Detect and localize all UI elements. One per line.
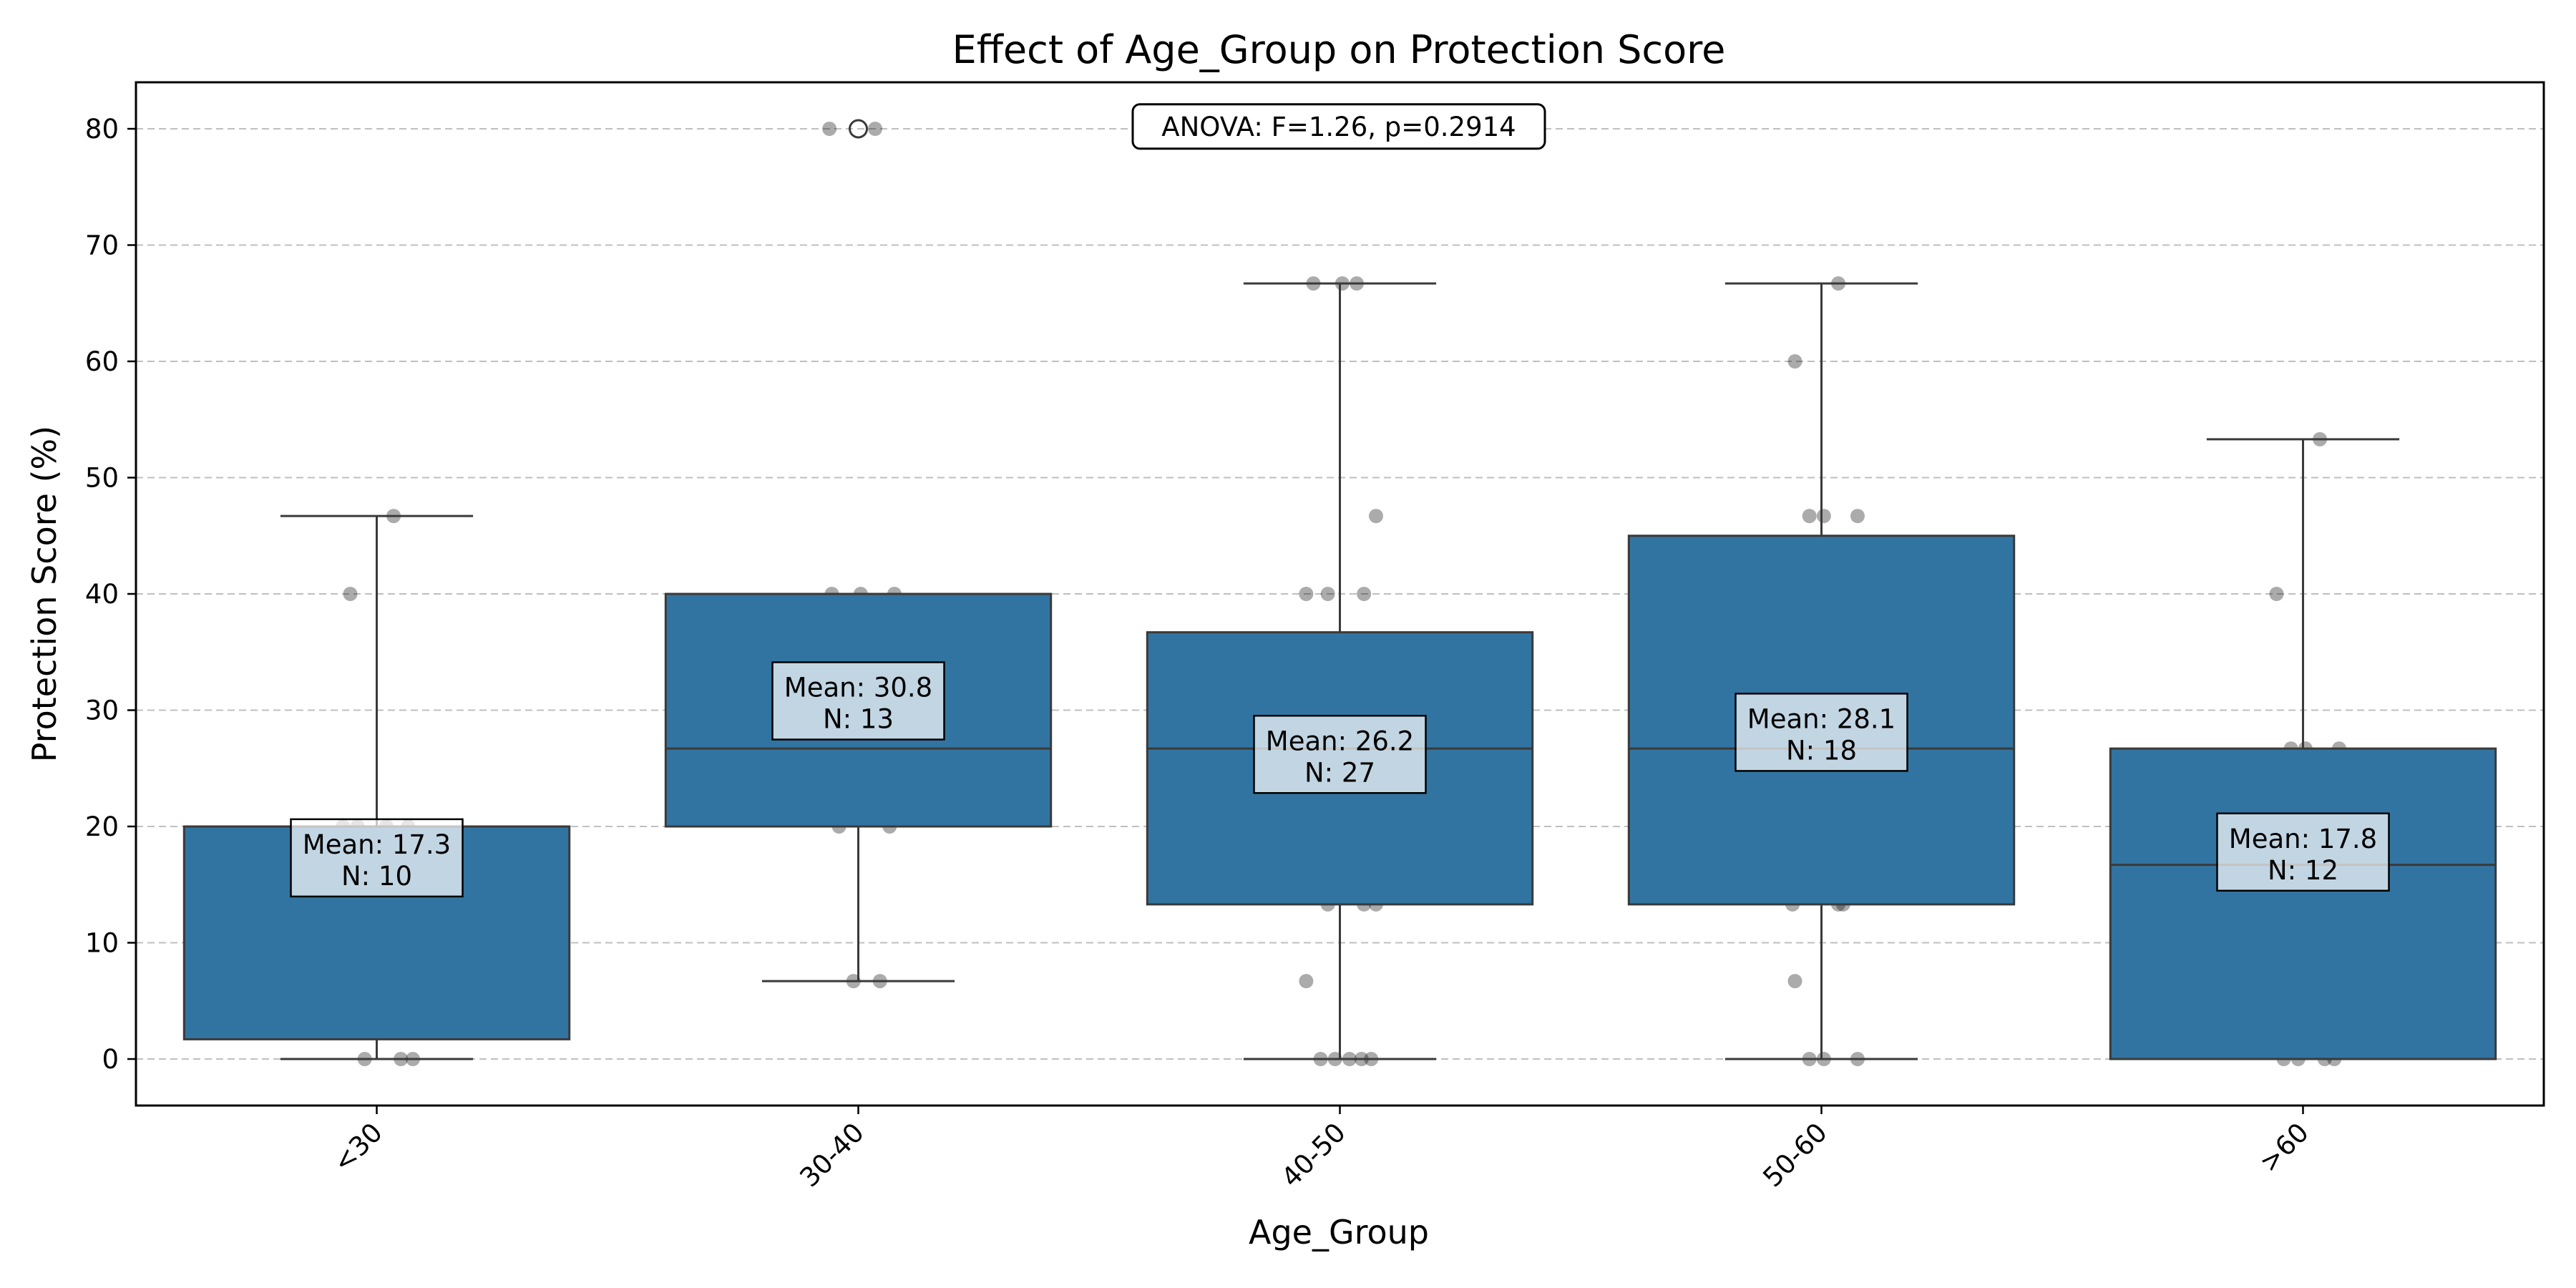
mean-label: Mean: 26.2: [1266, 726, 1414, 756]
data-point: [2269, 587, 2284, 601]
annotations: Mean: 17.3N: 10 Mean: 30.8N: 13 Mean: 26.2…: [290, 103, 2390, 898]
n-label: N: 10: [341, 861, 412, 892]
y-tick-label: 80: [85, 114, 119, 145]
y-axis-label: Protection Score (%): [25, 426, 64, 762]
data-point: [822, 122, 837, 136]
y-tick-label: 30: [85, 696, 119, 726]
anova-label: ANOVA: F=1.26, p=0.2914: [1161, 112, 1516, 142]
anova-box: [1131, 103, 1546, 150]
y-tick-label: 20: [85, 811, 119, 842]
data-point: [1357, 587, 1372, 601]
y-tick-label: 40: [85, 579, 119, 610]
n-label: N: 12: [2268, 855, 2338, 886]
mean-annotation-box: [1253, 715, 1427, 794]
data-point: [1787, 354, 1802, 369]
boxes: [182, 119, 2497, 1060]
box-4: [2109, 747, 2497, 1060]
n-label: N: 13: [823, 704, 894, 735]
n-label: N: 27: [1304, 757, 1375, 788]
data-point: [1320, 587, 1335, 601]
data-point: [1802, 509, 1817, 524]
mean-annotation-box: [771, 661, 945, 741]
data-point: [1787, 974, 1802, 989]
mean-annotation-box: [1735, 693, 1908, 772]
mean-label: Mean: 17.8: [2229, 824, 2377, 854]
x-axis-label: Age_Group: [1249, 1213, 1429, 1252]
data-point: [1368, 509, 1383, 524]
mean-label: Mean: 30.8: [784, 673, 932, 703]
y-tick-label: 10: [85, 928, 119, 959]
mean-label: Mean: 17.3: [303, 829, 451, 860]
y-tick-label: 50: [85, 463, 119, 494]
y-tick-label: 70: [85, 230, 119, 261]
chart-title: Effect of Age_Group on Protection Score: [952, 27, 1726, 72]
y-tick-label: 0: [102, 1044, 119, 1075]
data-point: [868, 122, 883, 136]
data-point: [1299, 974, 1314, 989]
mean-label: Mean: 28.1: [1747, 703, 1896, 734]
n-label: N: 18: [1786, 735, 1857, 766]
data-point: [1299, 587, 1314, 601]
data-point: [1816, 509, 1831, 524]
data-point: [343, 587, 358, 601]
y-axis: 0 10 20 30 40 50 60 70 80: [85, 114, 136, 1075]
mean-annotation-box: [2216, 812, 2390, 892]
mean-annotation-box: [290, 818, 464, 898]
outlier-marker: [849, 119, 868, 139]
data-point: [1850, 509, 1865, 524]
y-tick-label: 60: [85, 346, 119, 377]
